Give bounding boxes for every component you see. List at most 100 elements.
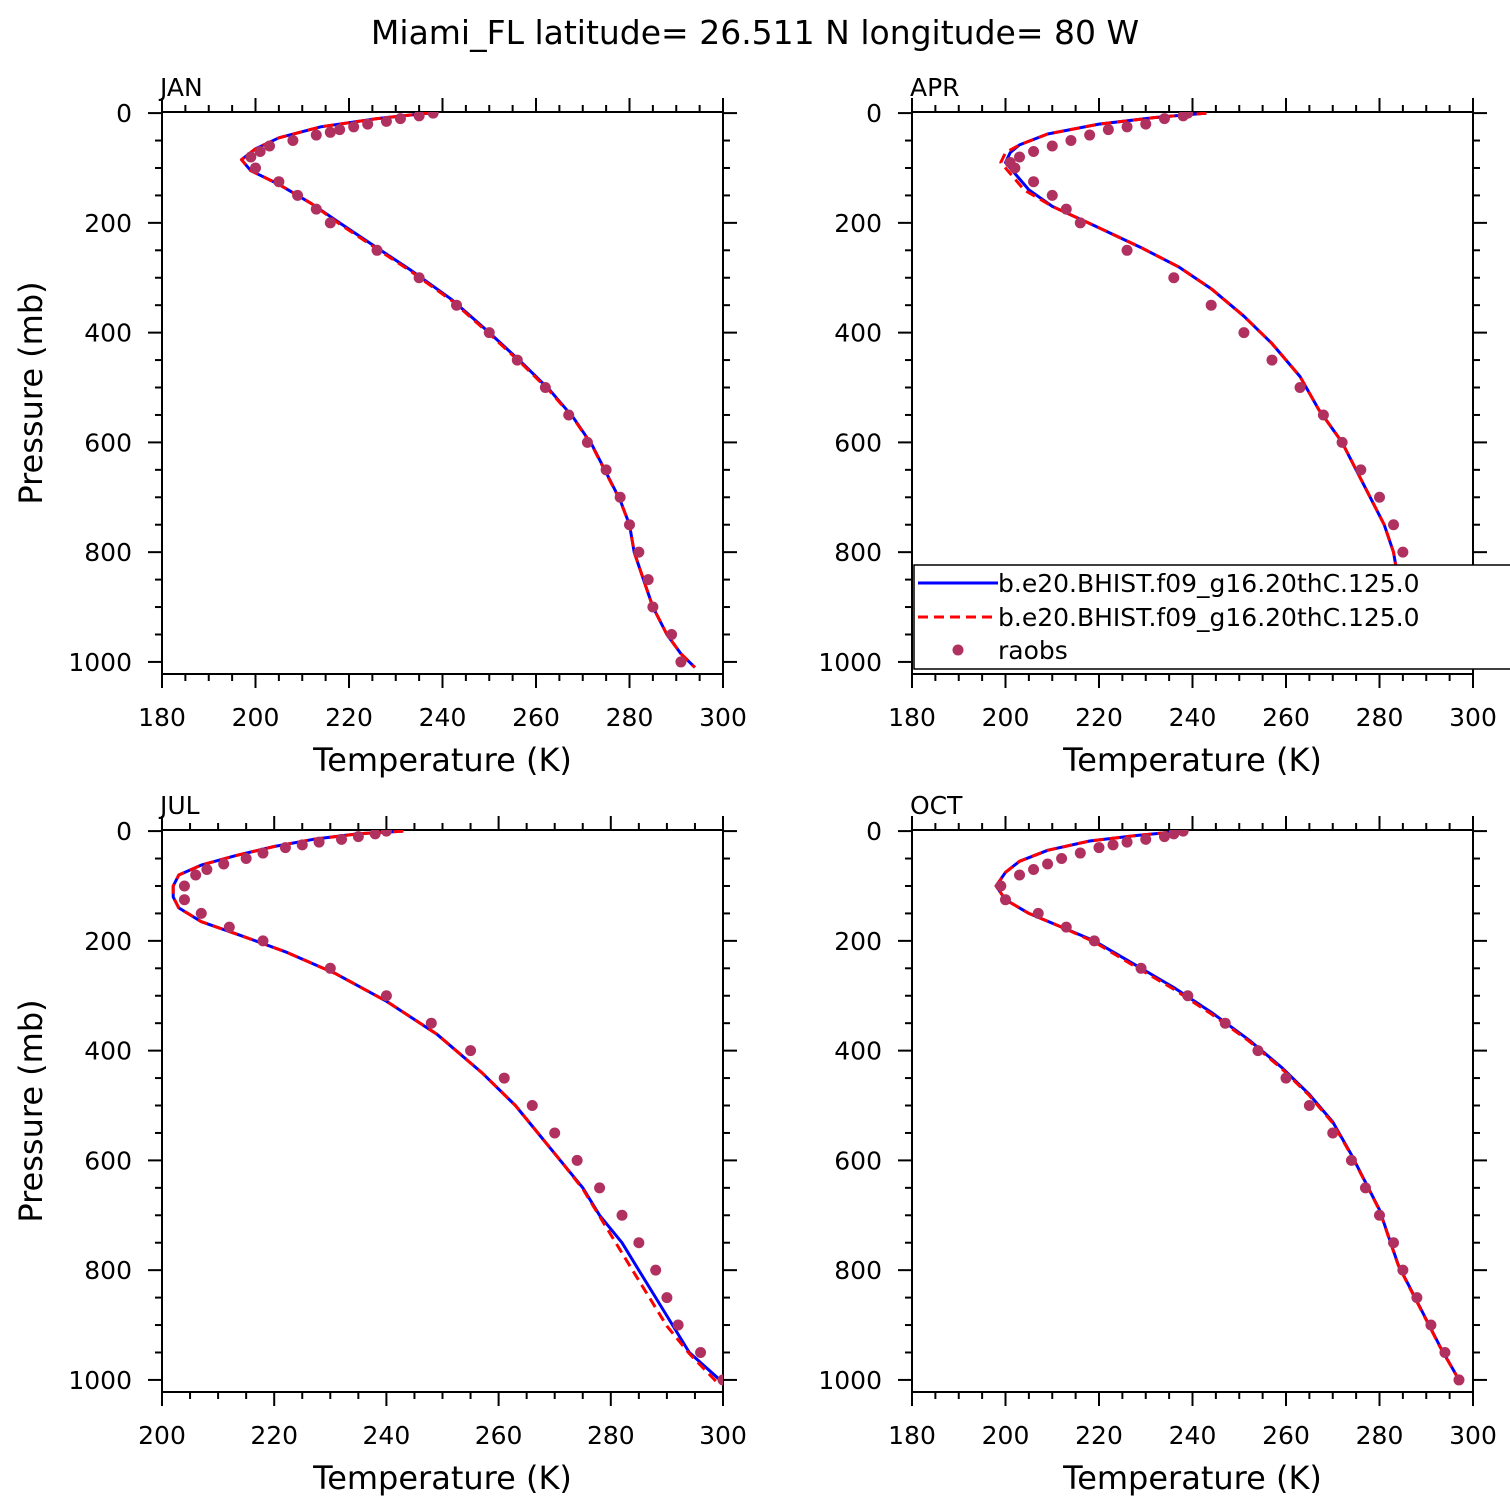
y-axis-label: Pressure (mb) (12, 999, 50, 1222)
y-tick-label: 600 (834, 1146, 882, 1175)
x-tick-label: 300 (1449, 1421, 1497, 1450)
x-tick-label: 200 (982, 703, 1030, 732)
raobs-point (1177, 830, 1189, 837)
raobs-point (642, 574, 654, 586)
y-tick-label: 400 (834, 1037, 882, 1066)
raobs-point (336, 833, 348, 845)
y-tick-label: 400 (84, 1037, 132, 1066)
raobs-point (413, 112, 425, 122)
raobs-point (394, 113, 406, 125)
raobs-point (380, 830, 392, 837)
legend-label: raobs (998, 636, 1068, 665)
y-tick-label: 1000 (818, 1366, 882, 1395)
raobs-point (1056, 853, 1068, 865)
raobs-point (1088, 935, 1100, 947)
panel-label: JAN (158, 73, 203, 102)
y-tick-label: 400 (834, 319, 882, 348)
raobs-point (1014, 151, 1026, 163)
raobs-point (1388, 519, 1400, 531)
raobs-point (498, 1072, 510, 1084)
raobs-point (1107, 839, 1119, 851)
model-line-dashed (999, 112, 1451, 666)
raobs-point (571, 1154, 583, 1166)
raobs-point (178, 880, 190, 892)
raobs-point (254, 146, 266, 158)
raobs-point (296, 839, 308, 851)
raobs-point (672, 1319, 684, 1331)
raobs-point (1028, 864, 1040, 876)
raobs-point (1168, 830, 1180, 840)
panel-label: APR (910, 73, 960, 102)
raobs-point (1140, 118, 1152, 130)
raobs-point (250, 162, 261, 174)
raobs-point (201, 864, 213, 876)
raobs-point (1177, 112, 1189, 122)
y-tick-label: 600 (834, 428, 882, 457)
y-tick-label: 0 (866, 817, 882, 846)
raobs-point (1252, 1045, 1264, 1057)
raobs-point (369, 830, 381, 840)
raobs-point (1000, 894, 1011, 906)
raobs-point (995, 880, 1007, 892)
raobs-point (483, 327, 495, 339)
x-tick-label: 260 (1262, 1421, 1310, 1450)
raobs-point (1014, 869, 1026, 881)
x-tick-label: 180 (138, 703, 186, 732)
raobs-point (1355, 464, 1367, 476)
raobs-point (1397, 1264, 1409, 1276)
y-tick-label: 800 (834, 1256, 882, 1285)
raobs-point (257, 847, 269, 859)
panel-jul: JUL 200 220 240 260 280 300 0 200 400 600 800 1000 Te… (12, 791, 747, 1497)
x-tick-label: 240 (363, 1421, 411, 1450)
x-tick-label: 200 (138, 1421, 186, 1450)
raobs-point (1032, 907, 1044, 919)
raobs-point (1158, 831, 1170, 843)
raobs-point (264, 140, 276, 152)
raobs-point (1121, 121, 1133, 133)
raobs-point (240, 853, 252, 865)
raobs-point (1060, 203, 1072, 215)
raobs-point (1266, 354, 1278, 366)
raobs-point (1303, 1100, 1315, 1112)
x-tick-label: 240 (419, 703, 467, 732)
figure-title: Miami_FL latitude= 26.511 N longitude= 8… (371, 13, 1139, 52)
x-tick-label: 260 (475, 1421, 523, 1450)
raobs-point (650, 1264, 662, 1276)
raobs-point (279, 842, 291, 854)
plot-area (171, 830, 723, 1386)
raobs-point (1074, 847, 1086, 859)
raobs-point (1388, 1237, 1400, 1249)
legend-label: b.e20.BHIST.f09_g16.20thC.125.0 (998, 569, 1420, 598)
raobs-point (539, 382, 551, 394)
raobs-point (218, 858, 230, 870)
raobs-point (413, 272, 425, 284)
legend-marker-dot (952, 644, 964, 656)
raobs-point (257, 935, 269, 947)
panel-label: JUL (158, 791, 200, 820)
y-tick-label: 1000 (68, 648, 132, 677)
raobs-point (1042, 858, 1054, 870)
raobs-point (334, 124, 346, 136)
raobs-point (1439, 1346, 1451, 1358)
raobs-point (1345, 1154, 1357, 1166)
panels: JAN 180 200 220 240 260 280 300 0 200 400 600 800 100… (12, 73, 1510, 1497)
raobs-point (1219, 1017, 1231, 1029)
x-tick-label: 280 (587, 1421, 635, 1450)
x-tick-label: 280 (1356, 703, 1404, 732)
raobs-point (425, 1017, 437, 1029)
raobs-point (1009, 162, 1021, 174)
raobs-point (594, 1182, 606, 1194)
raobs-point (511, 354, 523, 366)
y-tick-label: 200 (84, 927, 132, 956)
legend: b.e20.BHIST.f09_g16.20thC.125.0 b.e20.BHI… (913, 564, 1510, 670)
raobs-point (675, 656, 687, 668)
raobs-point (1102, 124, 1114, 136)
raobs-point (695, 1346, 707, 1358)
raobs-point (549, 1127, 561, 1139)
raobs-point (371, 244, 383, 256)
panel-jan: JAN 180 200 220 240 260 280 300 0 200 400 600 800 100… (12, 73, 747, 779)
raobs-point (352, 831, 364, 843)
raobs-point (451, 299, 463, 311)
y-tick-label: 1000 (68, 1366, 132, 1395)
y-tick-label: 0 (866, 99, 882, 128)
